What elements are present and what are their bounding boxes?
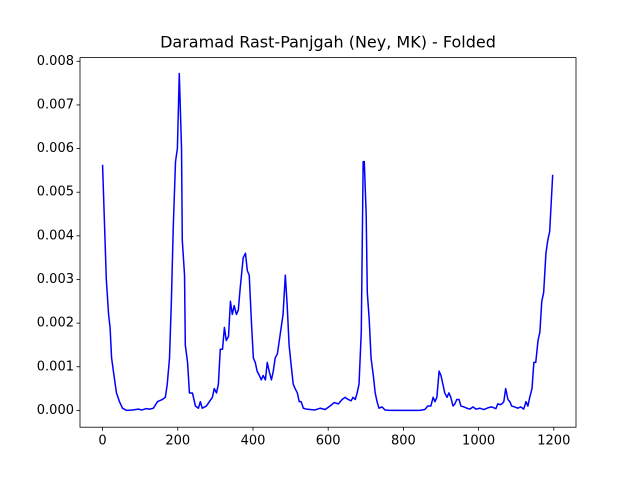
- x-tick-label: 800: [391, 434, 416, 449]
- axes-frame: [79, 57, 577, 428]
- y-tick-label: 0.004: [37, 228, 74, 243]
- x-tick-label: 200: [165, 434, 190, 449]
- x-tick-label: 1200: [537, 434, 570, 449]
- x-tick-label: 600: [316, 434, 341, 449]
- chart-title: Daramad Rast-Panjgah (Ney, MK) - Folded: [160, 33, 496, 52]
- y-tick-label: 0.005: [37, 185, 74, 200]
- y-tick-label: 0.008: [37, 54, 74, 69]
- y-tick-label: 0.007: [37, 97, 74, 112]
- y-tick-label: 0.000: [37, 403, 74, 418]
- y-tick-label: 0.001: [37, 359, 74, 374]
- y-tick-label: 0.002: [37, 316, 74, 331]
- y-tick-label: 0.003: [37, 272, 74, 287]
- x-tick-label: 400: [241, 434, 266, 449]
- x-tick-label: 0: [98, 434, 106, 449]
- x-tick-label: 1000: [462, 434, 495, 449]
- y-tick-label: 0.006: [37, 141, 74, 156]
- line-series: [101, 72, 554, 412]
